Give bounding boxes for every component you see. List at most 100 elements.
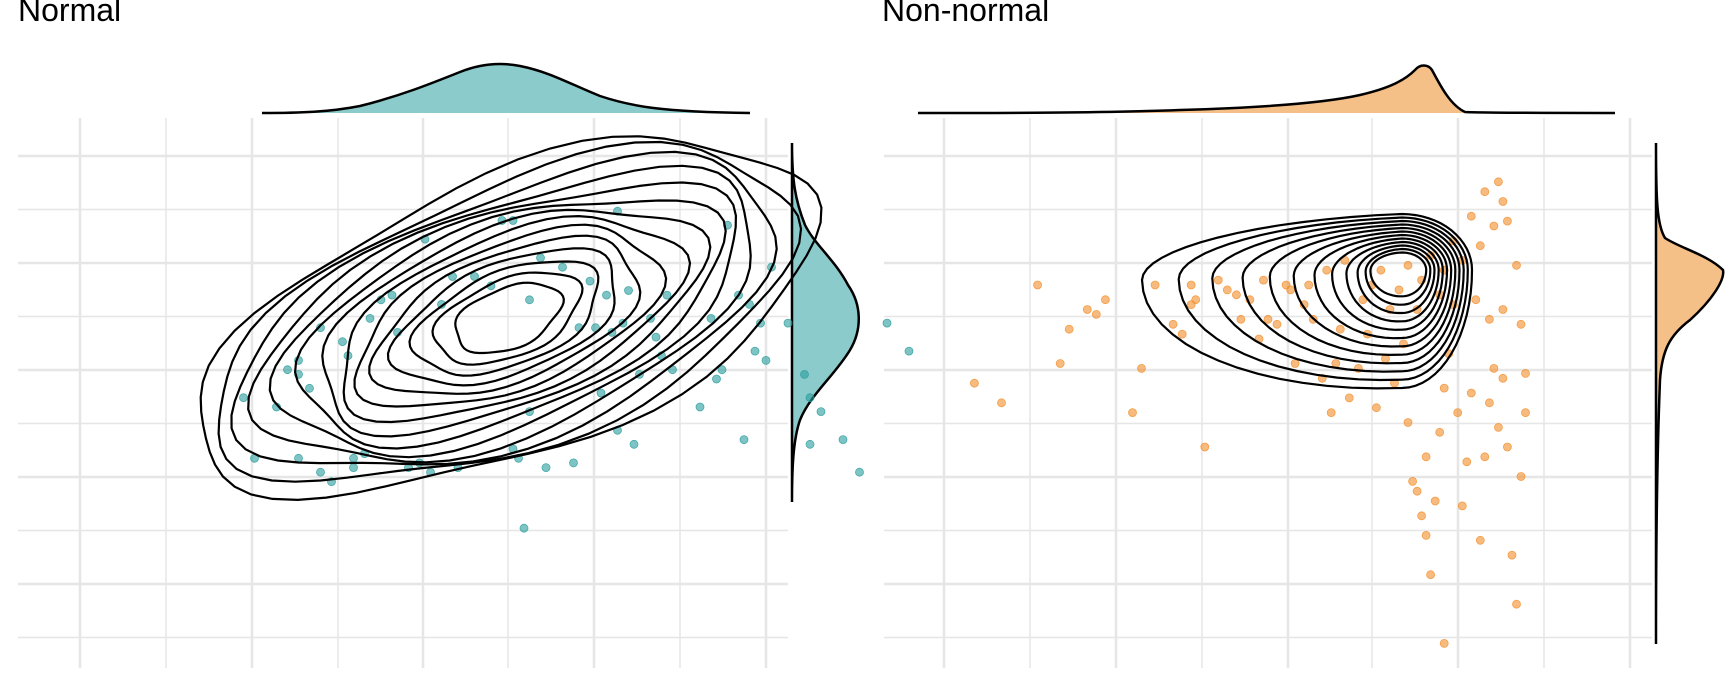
data-point	[1408, 476, 1417, 486]
data-point	[316, 467, 325, 477]
data-point	[1168, 319, 1178, 329]
contour-line	[1345, 240, 1440, 323]
data-point	[1457, 501, 1467, 511]
data-point	[1403, 418, 1413, 427]
data-point	[1064, 324, 1074, 334]
chart-title-non-normal: Non-normal	[882, 0, 1050, 28]
data-point	[1466, 211, 1476, 221]
data-point	[1304, 280, 1314, 290]
data-point	[1521, 408, 1530, 418]
contour-line	[230, 150, 778, 466]
data-point	[569, 458, 578, 468]
data-point	[1055, 359, 1065, 368]
data-point	[1137, 363, 1146, 373]
data-point	[596, 388, 606, 398]
data-point	[239, 393, 248, 403]
data-point	[706, 313, 716, 323]
contour-line	[1177, 216, 1469, 382]
data-point	[1435, 427, 1445, 437]
data-point	[387, 290, 397, 300]
data-point	[1232, 290, 1241, 300]
data-point	[1466, 388, 1476, 398]
data-point	[624, 286, 633, 295]
contour-line	[1241, 223, 1461, 365]
data-point	[541, 463, 551, 473]
data-point	[970, 378, 979, 388]
data-point	[558, 262, 567, 272]
data-point	[904, 346, 914, 356]
contour-line	[368, 234, 642, 395]
data-point	[1426, 570, 1435, 580]
data-point	[712, 374, 721, 384]
data-point	[602, 290, 611, 300]
data-point	[294, 453, 303, 463]
data-point	[1480, 452, 1490, 462]
data-point	[739, 435, 749, 445]
data-point	[1344, 393, 1354, 403]
data-point	[305, 383, 314, 393]
data-point	[1498, 305, 1508, 314]
data-point	[997, 398, 1006, 408]
data-point	[365, 313, 375, 323]
top-density-normal	[261, 62, 751, 115]
contour-line	[1140, 212, 1474, 390]
data-point	[1494, 422, 1503, 432]
contour-line	[293, 199, 727, 450]
data-point	[761, 355, 771, 365]
data-point	[1082, 305, 1092, 314]
data-point	[783, 318, 793, 328]
data-point	[750, 346, 760, 356]
data-point	[470, 272, 479, 281]
data-point	[1376, 265, 1386, 275]
data-point	[536, 253, 545, 263]
right-density-non-normal	[1654, 142, 1725, 645]
data-point	[1485, 314, 1494, 324]
density-contours-non-normal	[1140, 212, 1474, 390]
contour-line	[408, 260, 600, 377]
data-point	[1453, 408, 1463, 418]
contour-line	[353, 223, 668, 408]
contour-line	[268, 181, 738, 459]
data-point	[1516, 472, 1526, 481]
data-point	[1475, 535, 1485, 545]
contour-line	[454, 281, 565, 355]
contour-line	[1268, 226, 1457, 357]
data-point	[1335, 324, 1345, 334]
data-point	[1507, 550, 1517, 560]
contour-line	[247, 164, 752, 464]
data-point	[1498, 373, 1508, 383]
data-point	[1290, 359, 1300, 368]
data-point	[816, 407, 826, 417]
data-point	[1200, 442, 1210, 452]
data-point	[662, 290, 672, 300]
data-point	[1412, 486, 1422, 496]
data-point	[1259, 275, 1268, 285]
contour-line	[321, 208, 712, 438]
data-point	[882, 318, 892, 328]
data-point	[1101, 295, 1110, 305]
data-point	[1326, 408, 1336, 418]
data-point	[1439, 639, 1449, 648]
chart-title-normal: Normal	[18, 0, 122, 28]
contour-line	[386, 247, 616, 387]
data-point	[525, 295, 534, 305]
data-point	[1439, 383, 1449, 393]
grid-non-normal	[884, 118, 1652, 668]
data-point	[1191, 295, 1201, 305]
data-point	[1213, 275, 1223, 285]
data-point	[805, 439, 815, 449]
data-point	[1498, 197, 1508, 206]
data-point	[316, 323, 325, 333]
data-point	[1521, 368, 1530, 378]
data-point	[1177, 329, 1187, 339]
data-point	[695, 402, 705, 412]
data-point	[1489, 221, 1499, 231]
data-point	[1091, 309, 1101, 319]
contour-line	[1330, 237, 1444, 331]
data-point	[629, 439, 639, 449]
contour-line	[1364, 247, 1432, 306]
contour-line	[1313, 233, 1449, 340]
data-point	[349, 453, 358, 463]
contour-line	[342, 214, 692, 424]
